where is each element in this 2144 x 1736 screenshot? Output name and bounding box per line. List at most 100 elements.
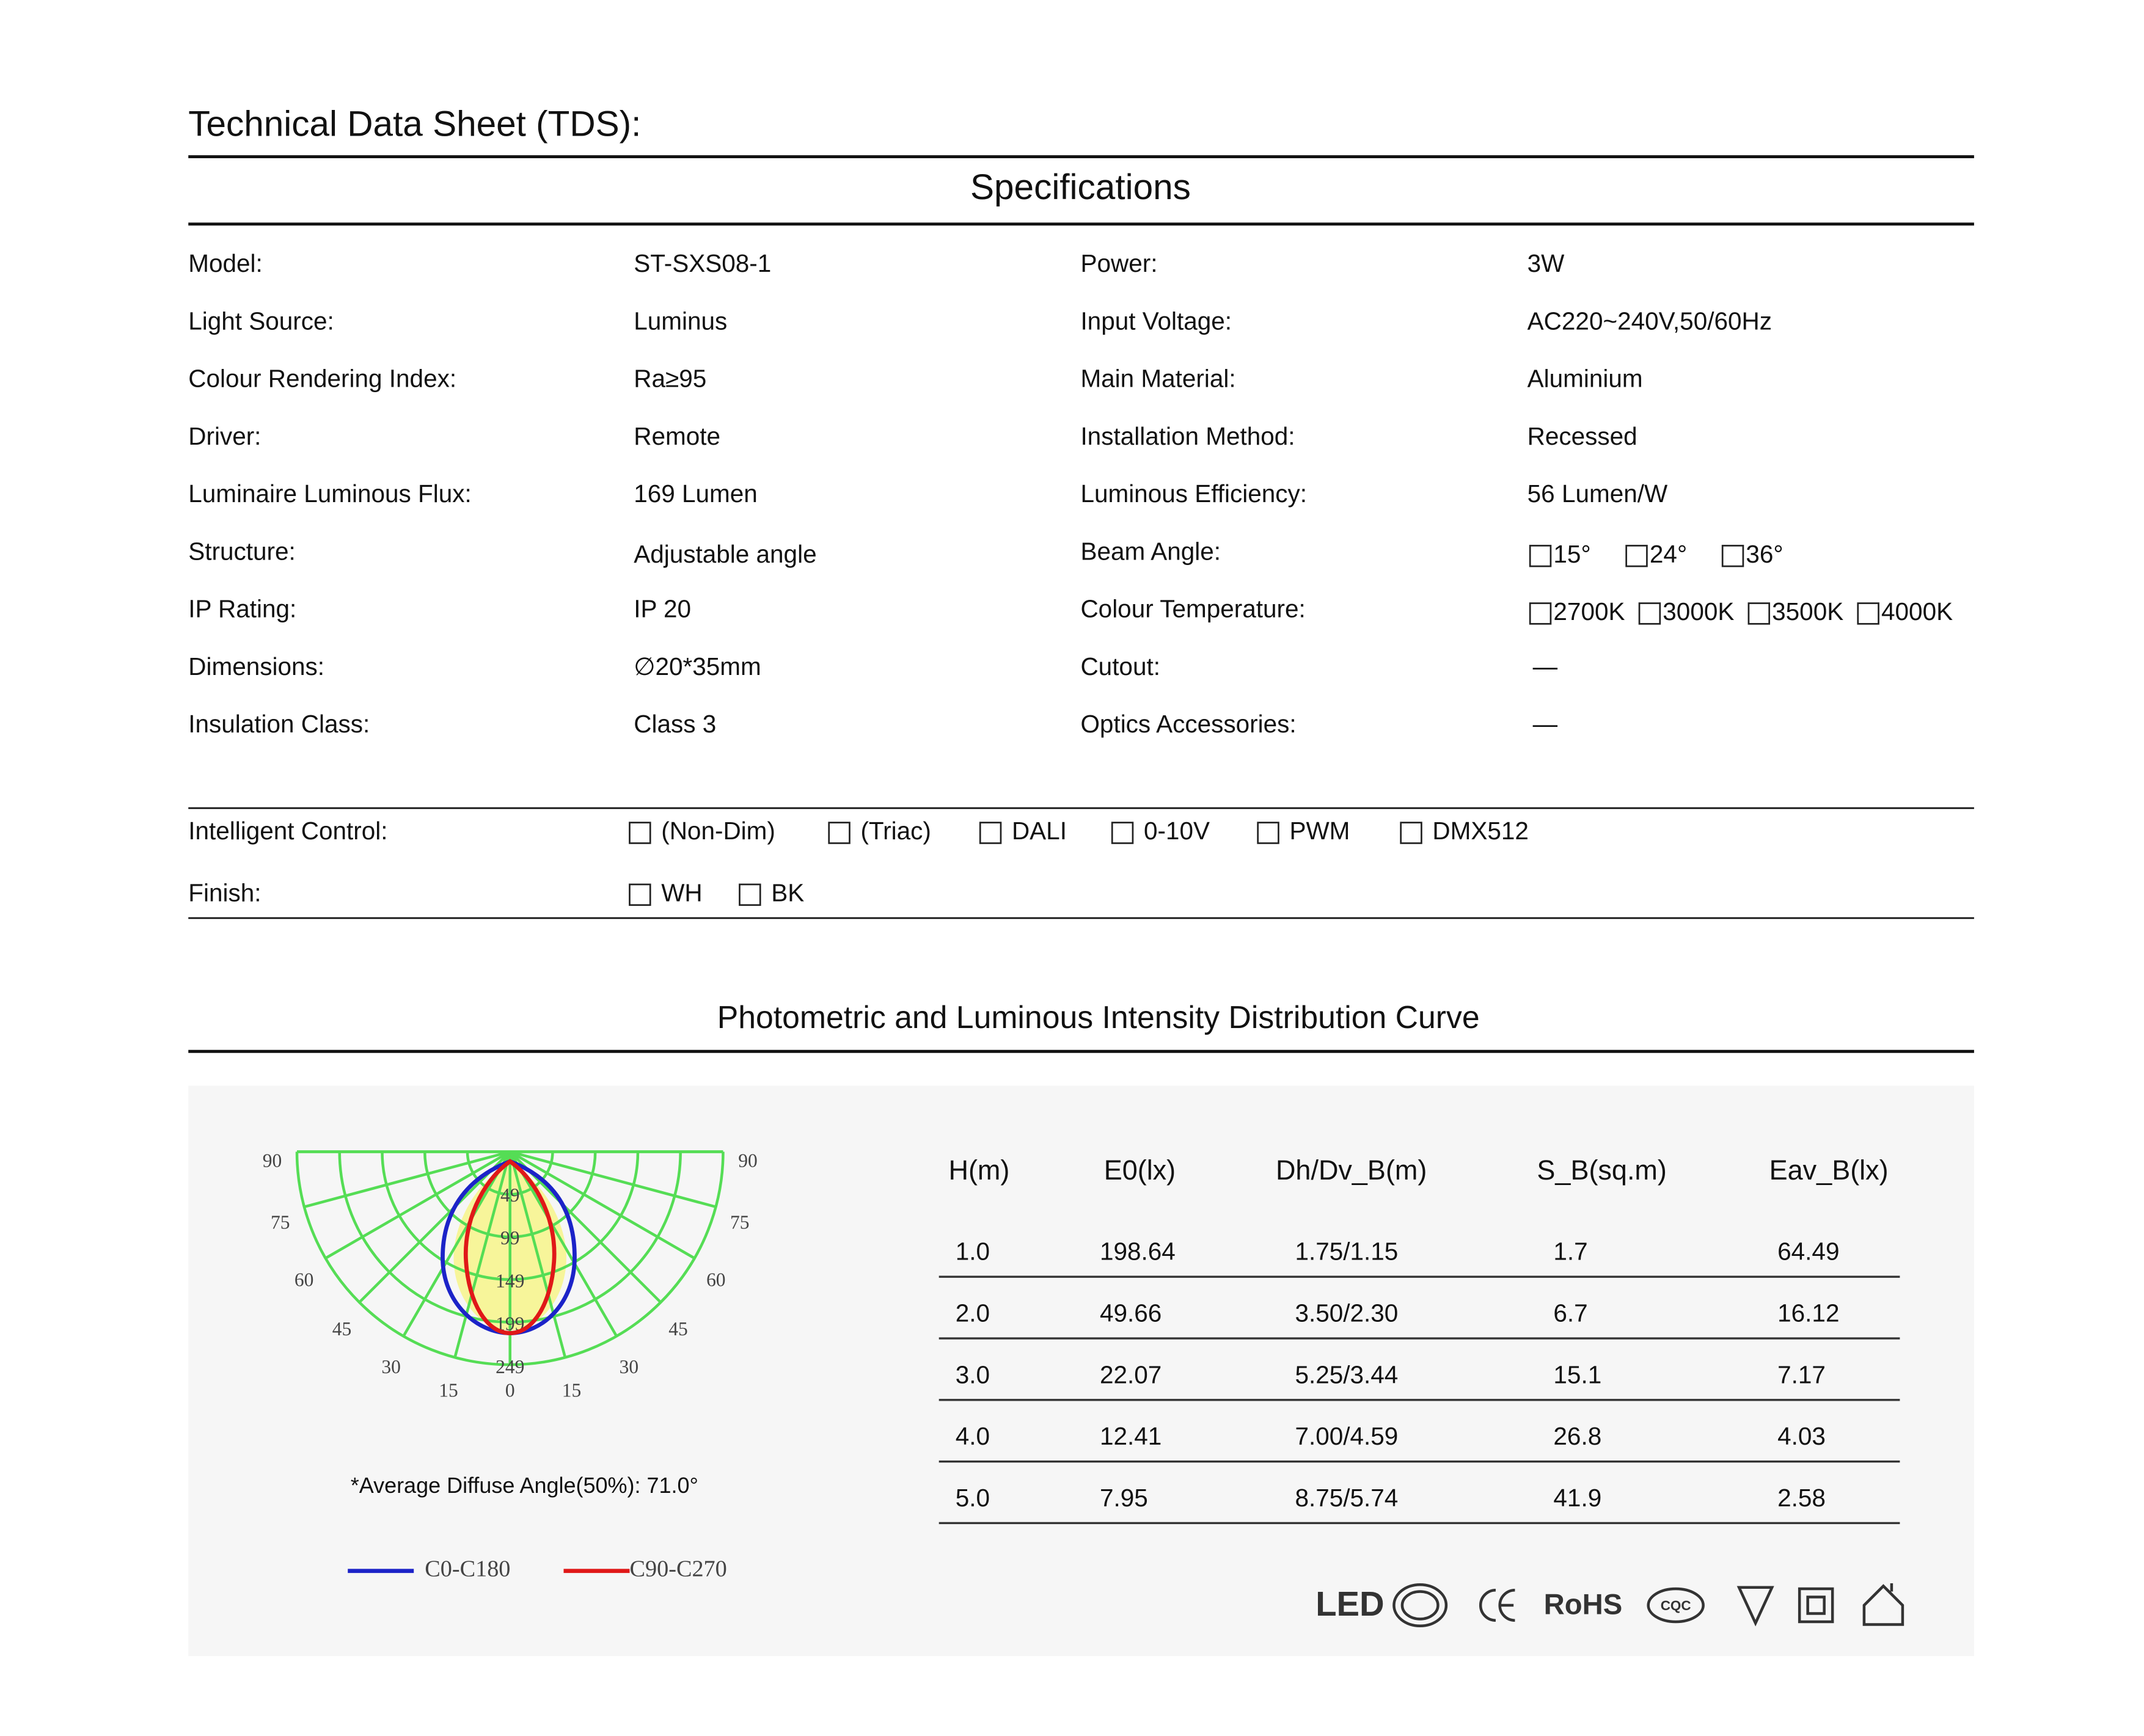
angle-label: 90: [263, 1150, 282, 1172]
cqc-mark: [1647, 1587, 1705, 1624]
spec-label: Luminous Efficiency:: [1080, 480, 1307, 508]
polar-spoke: [508, 1151, 567, 1358]
spec-value: Luminus: [634, 307, 727, 335]
angle-label: 15: [439, 1380, 458, 1401]
checkbox: [1857, 602, 1879, 625]
angle-label: 60: [706, 1269, 725, 1290]
spec-label: Input Voltage:: [1080, 307, 1232, 335]
table-cell: 5.25/3.44: [1295, 1360, 1398, 1388]
table-cell: 1.7: [1553, 1238, 1587, 1266]
table-cell: 15.1: [1553, 1360, 1601, 1388]
certification: CQC: [1661, 1598, 1691, 1613]
option-label: 2700K: [1553, 597, 1625, 625]
spec-value: Ra≥95: [634, 365, 706, 393]
spec-label: Beam Angle:: [1080, 537, 1221, 565]
angle-label: 45: [668, 1318, 687, 1340]
legend-label: C90-C270: [629, 1556, 726, 1582]
spec-label: Optics Accessories:: [1080, 710, 1296, 738]
intensity-label: 99: [500, 1227, 519, 1249]
table-cell: 2.0: [956, 1299, 990, 1327]
polar-spoke: [509, 1150, 695, 1260]
section-title: Specifications: [970, 167, 1191, 207]
option-label: PWM: [1289, 817, 1350, 845]
spec-value: 3W: [1528, 249, 1565, 277]
checkbox: [1625, 544, 1648, 567]
table-cell: 7.17: [1777, 1360, 1826, 1388]
option-label: BK: [771, 878, 804, 906]
spec-value: Recessed: [1528, 422, 1637, 450]
section-title: Photometric and Luminous Intensity Distr…: [717, 999, 1480, 1035]
spec-label: Cutout:: [1080, 652, 1160, 680]
spec-label: Power:: [1080, 249, 1157, 277]
spec-value: Class 3: [634, 710, 716, 738]
angle-label: 30: [381, 1356, 400, 1377]
checkbox: [1400, 822, 1422, 844]
table-cell: 16.12: [1777, 1299, 1839, 1327]
spec-value: —: [1533, 652, 1558, 680]
certification: LED: [1315, 1585, 1384, 1623]
spec-label: Installation Method:: [1080, 422, 1295, 450]
angle-label: 15: [562, 1380, 581, 1401]
table-cell: 3.50/2.30: [1295, 1299, 1398, 1327]
certification: RoHS: [1544, 1589, 1623, 1621]
table-cell: 6.7: [1553, 1299, 1587, 1327]
table-cell: 22.07: [1100, 1360, 1162, 1388]
angle-label: 90: [738, 1150, 757, 1172]
spec-value: Aluminium: [1528, 365, 1643, 393]
polar-spoke: [453, 1151, 511, 1358]
table-cell: 7.95: [1100, 1484, 1148, 1512]
option-label: (Non-Dim): [661, 817, 775, 845]
checkbox: [1529, 544, 1552, 567]
table-cell: 198.64: [1100, 1238, 1176, 1266]
angle-label: 0: [505, 1379, 515, 1401]
photometric-panel: [188, 1085, 1974, 1657]
polar-spoke: [358, 1150, 511, 1304]
table-cell: 12.41: [1100, 1422, 1162, 1450]
checkbox: [1721, 544, 1744, 567]
checkbox: [1529, 602, 1552, 625]
option-label: 24°: [1650, 540, 1687, 568]
spec-label: Driver:: [188, 422, 261, 450]
diffuse-note: *Average Diffuse Angle(50%): 71.0°: [351, 1473, 698, 1498]
table-cell: 4.03: [1777, 1422, 1826, 1450]
polar-spoke: [402, 1151, 511, 1337]
option-label: 0-10V: [1144, 817, 1210, 845]
option-label: (Triac): [860, 817, 931, 845]
table-cell: 2.58: [1777, 1484, 1826, 1512]
spec-value: 56 Lumen/W: [1528, 480, 1668, 508]
angle-label: 30: [620, 1356, 638, 1377]
option-label: WH: [661, 878, 702, 906]
checkbox: [1638, 602, 1661, 625]
table-cell: 1.0: [956, 1238, 990, 1266]
intensity-label: 249: [496, 1356, 524, 1377]
table-cell: 64.49: [1777, 1238, 1839, 1266]
spec-label: Structure:: [188, 537, 296, 565]
spec-label: Main Material:: [1080, 365, 1235, 393]
option-label: 3000K: [1663, 597, 1734, 625]
spec-label: IP Rating:: [188, 595, 296, 623]
control-label: Finish:: [188, 878, 261, 906]
checkbox: [629, 822, 651, 844]
table-header: Dh/Dv_B(m): [1276, 1154, 1427, 1186]
table-cell: 49.66: [1100, 1299, 1162, 1327]
page-title: Technical Data Sheet (TDS):: [188, 104, 641, 144]
spec-label: Colour Rendering Index:: [188, 365, 456, 393]
checkbox: [828, 822, 851, 844]
spec-label: Colour Temperature:: [1080, 595, 1305, 623]
intensity-label: 149: [496, 1270, 524, 1291]
spec-value: 169 Lumen: [634, 480, 758, 508]
spec-value: ST-SXS08-1: [634, 249, 771, 277]
checkbox: [1257, 822, 1279, 844]
spec-label: Dimensions:: [188, 652, 324, 680]
angle-label: 75: [271, 1211, 290, 1233]
angle-label: 75: [730, 1211, 749, 1233]
option-label: DALI: [1012, 817, 1067, 845]
table-cell: 1.75/1.15: [1295, 1238, 1398, 1266]
polar-spoke: [510, 1150, 717, 1208]
polar-spoke: [508, 1151, 618, 1337]
spec-value: —: [1533, 710, 1558, 738]
option-label: 4000K: [1881, 597, 1953, 625]
checkbox: [629, 883, 651, 906]
checkbox: [979, 822, 1002, 844]
